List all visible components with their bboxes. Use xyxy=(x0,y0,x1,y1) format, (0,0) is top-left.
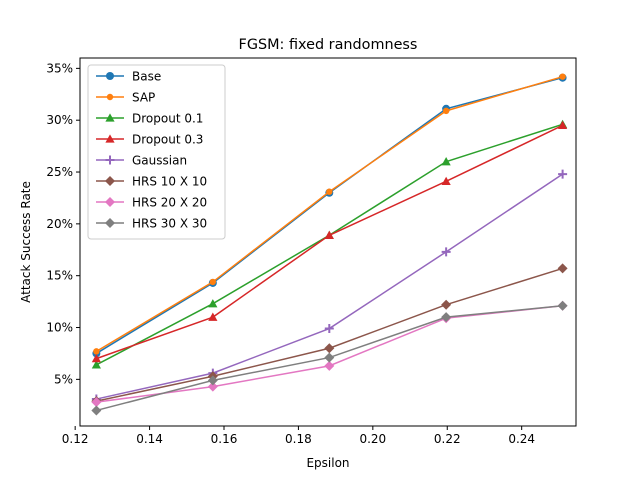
data-point xyxy=(324,352,335,363)
series-line xyxy=(96,267,563,402)
legend-marker xyxy=(105,134,115,143)
y-tick-label: 25% xyxy=(46,165,73,179)
legend-marker xyxy=(105,113,115,122)
legend-marker xyxy=(105,218,115,228)
series-layer xyxy=(91,73,568,416)
y-axis: 5% 10% 15% 20% 25% 30% 35% xyxy=(46,61,80,386)
legend: Base SAP Dropout 0.1 Dropout 0.3 Gaussian HRS… xyxy=(87,64,226,240)
x-tick-label: 0.22 xyxy=(434,432,461,446)
data-point xyxy=(441,247,451,257)
legend-box xyxy=(87,64,226,240)
x-tick-label: 0.24 xyxy=(508,432,535,446)
x-tick-label: 0.20 xyxy=(359,432,386,446)
y-axis-title: Attack Success Rate xyxy=(19,181,33,303)
data-point xyxy=(324,324,334,334)
data-point xyxy=(441,299,452,310)
data-point xyxy=(91,360,101,369)
legend-item: Base xyxy=(96,70,161,84)
y-tick-label: 5% xyxy=(54,372,73,386)
data-point xyxy=(91,405,102,416)
data-point xyxy=(442,107,450,115)
y-tick-label: 15% xyxy=(46,269,73,283)
data-point xyxy=(209,278,217,286)
legend-label: HRS 30 X 30 xyxy=(132,217,207,231)
data-point xyxy=(93,348,100,355)
data-point xyxy=(441,176,451,186)
legend-item: HRS 20 X 20 xyxy=(96,196,207,210)
legend-item: HRS 30 X 30 xyxy=(96,217,207,231)
x-tick-label: 0.18 xyxy=(285,432,312,446)
y-tick-label: 35% xyxy=(46,61,73,75)
x-tick-label: 0.14 xyxy=(136,432,163,446)
data-point xyxy=(208,312,218,321)
legend-marker xyxy=(106,93,114,101)
legend-item: Dropout 0.3 xyxy=(96,133,203,147)
data-point xyxy=(207,375,218,386)
legend-label: Dropout 0.3 xyxy=(132,133,203,147)
x-tick-label: 0.16 xyxy=(211,432,238,446)
legend-label: Dropout 0.1 xyxy=(132,112,203,126)
legend-marker xyxy=(105,155,115,165)
legend-item: Dropout 0.1 xyxy=(96,112,203,126)
data-point xyxy=(557,263,568,274)
data-point xyxy=(441,312,452,323)
data-point xyxy=(558,120,568,130)
data-point xyxy=(207,381,218,392)
data-point xyxy=(441,157,451,166)
series-dropout-0-3 xyxy=(91,120,568,363)
y-tick-label: 10% xyxy=(46,321,73,335)
data-point xyxy=(324,230,334,239)
data-point xyxy=(557,300,568,311)
data-point xyxy=(558,169,568,179)
series-sap xyxy=(93,73,566,355)
data-point xyxy=(559,73,566,80)
legend-label: HRS 10 X 10 xyxy=(132,175,207,189)
x-axis-title: Epsilon xyxy=(306,456,349,470)
legend-marker xyxy=(105,176,115,186)
legend-label: Gaussian xyxy=(132,154,187,168)
y-tick-label: 30% xyxy=(46,113,73,127)
x-tick-label: 0.12 xyxy=(62,432,89,446)
data-point xyxy=(324,360,335,371)
data-point xyxy=(208,299,218,308)
chart-title: FGSM: fixed randomness xyxy=(239,37,418,53)
legend-label: HRS 20 X 20 xyxy=(132,196,207,210)
series-hrs-30-x-30 xyxy=(91,300,568,416)
plot-frame xyxy=(79,57,577,427)
y-tick-label: 20% xyxy=(46,217,73,231)
data-point xyxy=(326,188,333,195)
legend-label: Base xyxy=(132,70,161,84)
x-axis: 0.12 0.14 0.16 0.18 0.20 0.22 0.24 xyxy=(62,426,535,446)
data-point xyxy=(91,397,102,408)
legend-label: SAP xyxy=(132,91,155,105)
data-point xyxy=(91,354,101,363)
legend-marker xyxy=(105,197,115,207)
data-point xyxy=(324,343,335,354)
legend-item: Gaussian xyxy=(96,154,187,168)
legend-item: HRS 10 X 10 xyxy=(96,175,207,189)
legend-marker xyxy=(106,72,114,80)
legend-item: SAP xyxy=(96,91,155,105)
plot-area xyxy=(79,57,577,427)
